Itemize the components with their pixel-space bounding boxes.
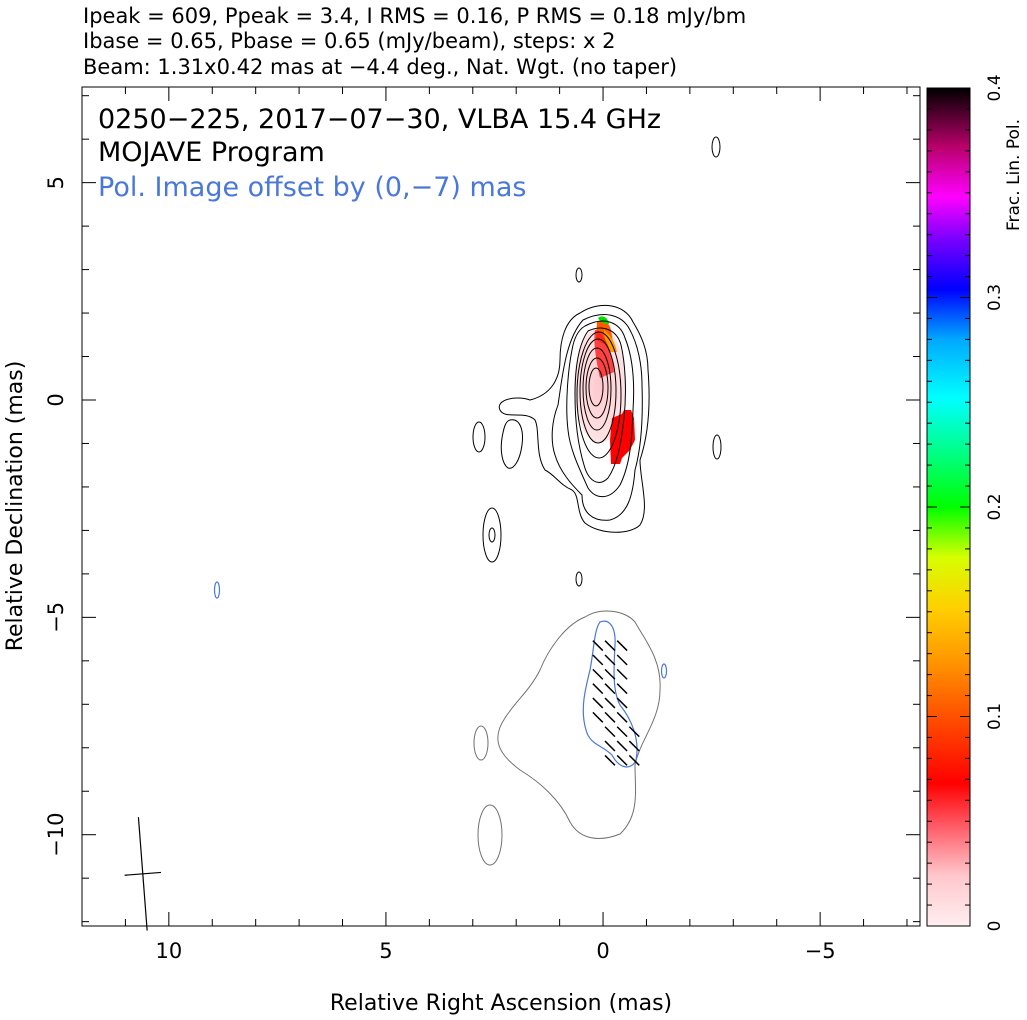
evpa-vector bbox=[604, 640, 616, 652]
contour-blob-west bbox=[712, 434, 722, 460]
evpa-vector bbox=[616, 668, 628, 680]
axis-ticks bbox=[81, 87, 920, 926]
beam-marker bbox=[124, 817, 162, 931]
evpa-vector bbox=[616, 697, 628, 709]
colorbar-label: Frac. Lin. Pol. bbox=[1004, 119, 1024, 231]
contour-blob-far-east bbox=[472, 421, 486, 453]
y-tick-label: 5 bbox=[44, 176, 68, 189]
contour-level-6 bbox=[579, 338, 617, 444]
evpa-vector bbox=[592, 683, 604, 695]
frac-pol-north-green bbox=[598, 316, 609, 324]
x-tick-label: 0 bbox=[596, 939, 609, 963]
evpa-vector bbox=[616, 654, 628, 666]
contour-level-1 bbox=[498, 304, 650, 533]
header-line-2: Ibase = 0.65, Pbase = 0.65 (mJy/beam), s… bbox=[83, 29, 615, 53]
beam-minor-axis bbox=[124, 871, 162, 876]
evpa-vector bbox=[616, 754, 628, 766]
contour-blob-southeast-inner bbox=[488, 527, 496, 543]
contour-blob-east bbox=[500, 419, 523, 469]
evpa-vector bbox=[616, 726, 628, 738]
evpa-vector bbox=[592, 654, 604, 666]
y-axis-label: Relative Declination (mas) bbox=[3, 361, 28, 652]
evpa-vector bbox=[604, 668, 616, 680]
x-tick-label: −5 bbox=[805, 939, 836, 963]
evpa-vector bbox=[616, 711, 628, 723]
evpa-vector bbox=[604, 683, 616, 695]
frac-pol-south-patch bbox=[610, 410, 635, 464]
pol-blob-far-east bbox=[213, 581, 221, 599]
pol-base-blob-east bbox=[473, 725, 489, 761]
evpa-vector bbox=[616, 640, 628, 652]
evpa-vector bbox=[604, 726, 616, 738]
contour-level-9 bbox=[588, 367, 604, 407]
evpa-vector bbox=[592, 668, 604, 680]
evpa-vector bbox=[628, 740, 640, 752]
evpa-vector bbox=[592, 697, 604, 709]
source-annotation: 0250−225, 2017−07−30, VLBA 15.4 GHz bbox=[98, 104, 661, 135]
colorbar-ticks: 0 0.1 0.2 0.3 0.4 bbox=[927, 74, 1005, 931]
evpa-vectors bbox=[592, 640, 640, 766]
evpa-vector bbox=[616, 740, 628, 752]
evpa-vector bbox=[604, 740, 616, 752]
contour-level-2 bbox=[551, 314, 643, 521]
contour-level-5 bbox=[576, 331, 622, 459]
plot-content bbox=[213, 136, 722, 866]
evpa-vector bbox=[604, 711, 616, 723]
program-annotation: MOJAVE Program bbox=[98, 137, 325, 168]
colorbar-tick-label: 0.3 bbox=[985, 284, 1005, 311]
evpa-vector bbox=[592, 640, 604, 652]
pol-blob-west bbox=[660, 663, 668, 679]
axis-tick-labels: 10 5 0 −5 5 0 −5 −10 bbox=[44, 176, 836, 963]
y-tick-label: −5 bbox=[44, 602, 68, 633]
intensity-contours bbox=[472, 136, 722, 587]
contour-level-4 bbox=[574, 327, 626, 483]
pol-base-blob-south bbox=[477, 804, 503, 866]
colorbar-tick-label: 0.1 bbox=[985, 703, 1005, 730]
plot-frame bbox=[81, 86, 921, 927]
y-tick-label: 0 bbox=[44, 393, 68, 406]
contour-level-7 bbox=[582, 347, 612, 431]
evpa-vector bbox=[628, 754, 640, 766]
header-line-1: Ipeak = 609, Ppeak = 3.4, I RMS = 0.16, … bbox=[83, 4, 746, 28]
y-tick-label: −10 bbox=[44, 813, 68, 857]
contour-level-3 bbox=[566, 320, 635, 498]
x-tick-label: 5 bbox=[379, 939, 392, 963]
x-axis-label: Relative Right Ascension (mas) bbox=[330, 991, 672, 1016]
contour-level-8 bbox=[585, 357, 609, 419]
colorbar-tick-label: 0 bbox=[985, 921, 1005, 932]
evpa-vector bbox=[604, 697, 616, 709]
pol-intensity-contour bbox=[582, 620, 638, 768]
evpa-vector bbox=[592, 711, 604, 723]
evpa-vector bbox=[616, 683, 628, 695]
evpa-vector bbox=[628, 726, 640, 738]
contour-blob-north bbox=[575, 267, 583, 283]
pol-offset-annotation: Pol. Image offset by (0,−7) mas bbox=[98, 172, 526, 203]
colorbar-tick-label: 0.2 bbox=[985, 493, 1005, 520]
x-tick-label: 10 bbox=[155, 939, 182, 963]
evpa-vector bbox=[604, 654, 616, 666]
contour-blob-south bbox=[575, 571, 583, 587]
colorbar-tick-label: 0.4 bbox=[985, 74, 1005, 101]
frac-pol-core-fill bbox=[574, 327, 626, 443]
header-line-3: Beam: 1.31x0.42 mas at −4.4 deg., Nat. W… bbox=[83, 55, 677, 79]
pol-base-contour bbox=[497, 610, 661, 839]
polarization-image bbox=[213, 581, 668, 866]
evpa-vector bbox=[604, 754, 616, 766]
contour-blob-northwest bbox=[711, 136, 721, 158]
contour-blob-southeast bbox=[482, 507, 502, 563]
